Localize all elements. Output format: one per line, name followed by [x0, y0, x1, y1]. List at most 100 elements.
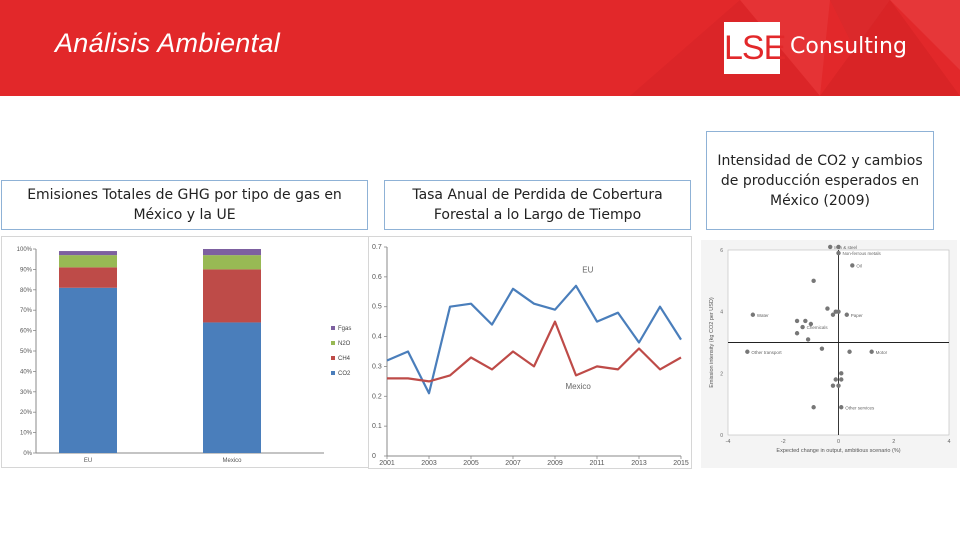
bar-segment-ch4: [203, 269, 261, 323]
scatter-point: [828, 244, 833, 250]
legend-label: CO2: [338, 371, 351, 377]
legend-label: N2O: [338, 341, 351, 347]
y-tick-label: 80%: [20, 288, 33, 294]
y-tick-label: 0.7: [372, 244, 382, 251]
legend-label: CH4: [338, 356, 351, 362]
y-tick-label: 100%: [17, 247, 33, 253]
scatter-point: [819, 346, 825, 351]
scatter-point: [836, 250, 841, 256]
scatter-point: [825, 306, 830, 311]
y-tick-label: 60%: [20, 329, 33, 335]
forest-line-chart: 0 0.1 0.2 0.3 0.4 0.5 0.6 0.7 2001 2003 2005 2007 20…: [368, 236, 692, 469]
co2-caption-text: Intensidad de CO2 y cambios de producció…: [717, 152, 923, 209]
bar-segment-fgas: [203, 249, 261, 256]
x-tick-label: -4: [726, 439, 731, 445]
scatter-point: [830, 312, 836, 317]
scatter-point: [839, 405, 844, 410]
bar-segment-co2: [59, 287, 117, 453]
co2-caption: Intensidad de CO2 y cambios de producció…: [706, 131, 934, 230]
x-tick-label: 2011: [589, 460, 604, 467]
series-line-mexico: [387, 320, 682, 383]
y-tick-label: 70%: [20, 308, 33, 314]
x-tick-label: Mexico: [222, 458, 242, 464]
scatter-point: [811, 405, 816, 410]
y-tick-label: 50%: [20, 349, 33, 355]
scatter-point: [794, 318, 800, 324]
consulting-wordmark: Consulting: [790, 34, 907, 59]
ghg-caption: Emisiones Totales de GHG por tipo de gas…: [1, 180, 368, 230]
x-tick-label: 2001: [379, 460, 395, 467]
lse-logo: LSE: [724, 22, 786, 74]
x-tick-label: 2015: [673, 460, 689, 467]
y-tick-label: 0.1: [372, 423, 382, 430]
scatter-point: [830, 383, 836, 388]
x-tick-label: 2009: [547, 460, 563, 467]
legend-label: Fgas: [338, 326, 351, 332]
ghg-stacked-bar-chart: 0% 10% 20% 30% 40% 50% 60% 70% 80% 90% 100% EU Mexic…: [1, 236, 369, 468]
scatter-point: [811, 278, 816, 284]
x-tick-label: 2003: [421, 460, 437, 467]
point-label: Iron & steel: [834, 245, 857, 250]
co2-scatter-chart: 0 2 4 6 -4 -2 0 2 4 Expected change in output, am…: [701, 240, 957, 468]
point-label: Non-ferrous metals: [843, 251, 882, 256]
scatter-point: [745, 349, 750, 354]
header-banner: Análisis Ambiental LSE Consulting: [0, 0, 960, 96]
point-label: Paper: [851, 313, 864, 318]
x-axis-title: Expected change in output, ambitious sce…: [776, 448, 900, 454]
y-tick-label: 40%: [20, 369, 33, 375]
scatter-point: [805, 337, 811, 342]
y-tick-label: 2: [720, 371, 723, 377]
scatter-point: [847, 349, 852, 354]
forest-caption: Tasa Anual de Perdida de Cobertura Fores…: [384, 180, 691, 230]
scatter-point: [808, 321, 814, 327]
bar-segment-fgas: [59, 251, 117, 256]
x-tick-label: 4: [947, 439, 950, 445]
y-tick-label: 10%: [20, 431, 33, 437]
forest-caption-text: Tasa Anual de Perdida de Cobertura Fores…: [412, 187, 663, 223]
point-label: Motor: [876, 350, 888, 355]
scatter-point: [850, 263, 855, 268]
y-tick-label: 0%: [23, 451, 32, 457]
y-tick-label: 0.3: [372, 363, 382, 370]
y-tick-label: 0.6: [372, 274, 382, 281]
x-tick-label: 0: [837, 439, 840, 445]
point-label: Chemicals: [807, 325, 829, 330]
x-tick-label: -2: [781, 439, 786, 445]
x-tick-label: 2007: [505, 460, 521, 467]
scatter-point: [836, 244, 841, 250]
x-tick-label: 2005: [463, 460, 479, 467]
bar-segment-n2o: [59, 255, 117, 268]
scatter-point: [794, 331, 800, 336]
x-tick-label: EU: [84, 458, 92, 464]
bar-segment-ch4: [59, 267, 117, 288]
series-line-eu: [386, 284, 682, 395]
scatter-point: [839, 371, 844, 376]
y-tick-label: 20%: [20, 410, 33, 416]
slide-title: Análisis Ambiental: [55, 28, 280, 58]
scatter-point: [869, 349, 874, 354]
ghg-chart-svg: 0% 10% 20% 30% 40% 50% 60% 70% 80% 90% 100% EU Mexic…: [17, 247, 352, 464]
point-label: Oil: [856, 263, 862, 268]
co2-chart-svg: 0 2 4 6 -4 -2 0 2 4 Expected change in output, am…: [709, 244, 951, 454]
bar-segment-co2: [203, 322, 261, 453]
y-tick-label: 0.5: [372, 304, 382, 311]
y-tick-label: 6: [720, 248, 723, 254]
scatter-point: [750, 312, 756, 317]
legend-swatch-ch4: [331, 356, 335, 360]
y-tick-label: 30%: [20, 390, 33, 396]
point-label: Other services: [845, 405, 875, 410]
series-label-eu: EU: [582, 265, 593, 274]
scatter-point: [836, 309, 841, 314]
forest-chart-svg: 0 0.1 0.2 0.3 0.4 0.5 0.6 0.7 2001 2003 2005 2007 20…: [372, 244, 689, 467]
y-tick-label: 0.4: [372, 334, 382, 341]
y-axis-title: Emission intensity (kg CO2 per USD): [709, 297, 715, 388]
legend-swatch-fgas: [331, 326, 335, 330]
scatter-point: [803, 318, 808, 324]
x-tick-label: 2013: [631, 460, 647, 467]
y-tick-label: 4: [720, 310, 723, 316]
scatter-point: [836, 383, 841, 388]
y-tick-label: 0.2: [372, 393, 382, 400]
ghg-caption-text: Emisiones Totales de GHG por tipo de gas…: [27, 187, 342, 223]
y-tick-label: 90%: [20, 267, 33, 273]
y-tick-label: 0: [720, 433, 723, 439]
